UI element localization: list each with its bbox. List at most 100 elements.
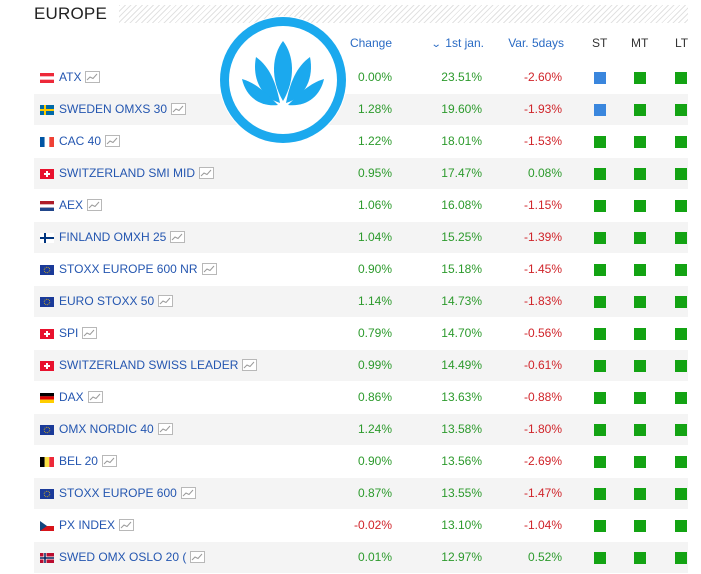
change-value: 1.22% xyxy=(357,134,392,148)
var-5days-value: 0.52% xyxy=(527,550,562,564)
index-name-link[interactable]: AEX xyxy=(59,198,103,212)
index-name-link[interactable]: SWITZERLAND SMI MID xyxy=(59,166,215,180)
sweden-flag-icon xyxy=(40,104,54,115)
mini-chart-icon[interactable] xyxy=(82,327,98,339)
mini-chart-icon[interactable] xyxy=(157,423,173,435)
st-signal-indicator xyxy=(594,328,606,340)
eu-flag-icon xyxy=(40,424,54,435)
mini-chart-icon[interactable] xyxy=(170,231,186,243)
lt-signal-indicator xyxy=(675,232,687,244)
table-row[interactable]: SPI 0.79% 14.70% -0.56% xyxy=(34,318,688,350)
table-row[interactable]: STOXX EUROPE 600 0.87% 13.55% -1.47% xyxy=(34,478,688,510)
index-name-link[interactable]: OMX NORDIC 40 xyxy=(59,422,173,436)
index-name-label: SPI xyxy=(59,326,79,340)
mini-chart-icon[interactable] xyxy=(85,71,101,83)
mini-chart-icon[interactable] xyxy=(119,519,135,531)
table-row[interactable]: FINLAND OMXH 25 1.04% 15.25% -1.39% xyxy=(34,222,688,254)
table-row[interactable]: CAC 40 1.22% 18.01% -1.53% xyxy=(34,126,688,158)
table-row[interactable]: BEL 20 0.90% 13.56% -2.69% xyxy=(34,446,688,478)
mini-chart-icon[interactable] xyxy=(87,391,103,403)
index-name-link[interactable]: SWED OMX OSLO 20 ( xyxy=(59,550,206,564)
index-name-link[interactable]: EURO STOXX 50 xyxy=(59,294,174,308)
index-name-link[interactable]: STOXX EUROPE 600 NR xyxy=(59,262,217,276)
table-row[interactable]: SWITZERLAND SMI MID 0.95% 17.47% 0.08% xyxy=(34,158,688,190)
index-name-link[interactable]: FINLAND OMXH 25 xyxy=(59,230,186,244)
st-signal-indicator xyxy=(594,392,606,404)
column-header-change[interactable]: Change xyxy=(349,36,392,50)
table-row[interactable]: OMX NORDIC 40 1.24% 13.58% -1.80% xyxy=(34,414,688,446)
st-signal-indicator xyxy=(594,360,606,372)
index-name-label: EURO STOXX 50 xyxy=(59,294,155,308)
first-jan-value: 15.18% xyxy=(441,262,482,276)
norway-flag-icon xyxy=(40,552,54,563)
table-row[interactable]: AEX 1.06% 16.08% -1.15% xyxy=(34,190,688,222)
st-signal-indicator xyxy=(594,520,606,532)
mt-signal-indicator xyxy=(634,104,646,116)
var-5days-value: -0.61% xyxy=(523,358,562,372)
st-signal-indicator xyxy=(594,168,606,180)
table-row[interactable]: STOXX EUROPE 600 NR 0.90% 15.18% -1.45% xyxy=(34,254,688,286)
index-name-label: SWITZERLAND SMI MID xyxy=(59,166,196,180)
index-name-link[interactable]: CAC 40 xyxy=(59,134,121,148)
index-name-label: FINLAND OMXH 25 xyxy=(59,230,167,244)
mini-chart-icon[interactable] xyxy=(101,455,117,467)
austria-flag-icon xyxy=(40,72,54,83)
st-signal-indicator xyxy=(594,72,606,84)
eu-flag-icon xyxy=(40,296,54,307)
mini-chart-icon[interactable] xyxy=(190,551,206,563)
mini-chart-icon[interactable] xyxy=(201,263,217,275)
index-name-label: CAC 40 xyxy=(59,134,102,148)
column-header-lt: LT xyxy=(675,36,689,50)
index-name-link[interactable]: ATX xyxy=(59,70,101,84)
table-row[interactable]: PX INDEX -0.02% 13.10% -1.04% xyxy=(34,510,688,542)
column-header-1st-jan[interactable]: ⌄ 1st jan. xyxy=(431,36,484,50)
change-value: 1.04% xyxy=(357,230,392,244)
table-row[interactable]: EURO STOXX 50 1.14% 14.73% -1.83% xyxy=(34,286,688,318)
lotus-logo-badge xyxy=(220,17,346,143)
first-jan-value: 14.73% xyxy=(441,294,482,308)
lt-signal-indicator xyxy=(675,200,687,212)
table-row[interactable]: SWEDEN OMXS 30 1.28% 19.60% -1.93% xyxy=(34,94,688,126)
mini-chart-icon[interactable] xyxy=(171,103,187,115)
index-name-link[interactable]: DAX xyxy=(59,390,103,404)
table-row[interactable]: SWITZERLAND SWISS LEADER 0.99% 14.49% -0.61… xyxy=(34,350,688,382)
mini-chart-icon[interactable] xyxy=(199,167,215,179)
first-jan-value: 23.51% xyxy=(441,70,482,84)
index-name-link[interactable]: PX INDEX xyxy=(59,518,135,532)
change-value: 0.79% xyxy=(357,326,392,340)
column-header-var-5days[interactable]: Var. 5days xyxy=(508,36,564,50)
change-value: 1.28% xyxy=(357,102,392,116)
index-name-link[interactable]: STOXX EUROPE 600 xyxy=(59,486,196,500)
index-name-link[interactable]: BEL 20 xyxy=(59,454,117,468)
mini-chart-icon[interactable] xyxy=(242,359,258,371)
index-name-label: DAX xyxy=(59,390,84,404)
mini-chart-icon[interactable] xyxy=(180,487,196,499)
var-5days-value: -0.56% xyxy=(523,326,562,340)
var-5days-value: -1.04% xyxy=(523,518,562,532)
first-jan-value: 12.97% xyxy=(441,550,482,564)
index-name-link[interactable]: SPI xyxy=(59,326,98,340)
lt-signal-indicator xyxy=(675,488,687,500)
table-header: Change ⌄ 1st jan. Var. 5days ST MT LT xyxy=(34,32,701,56)
lt-signal-indicator xyxy=(675,168,687,180)
change-value: 0.01% xyxy=(357,550,392,564)
header-hatch-divider xyxy=(119,5,688,23)
var-5days-value: -2.69% xyxy=(523,454,562,468)
table-row[interactable]: SWED OMX OSLO 20 ( 0.01% 12.97% 0.52% xyxy=(34,542,688,574)
st-signal-indicator xyxy=(594,424,606,436)
mt-signal-indicator xyxy=(634,488,646,500)
index-name-label: PX INDEX xyxy=(59,518,116,532)
index-name-label: STOXX EUROPE 600 xyxy=(59,486,177,500)
region-header: EUROPE xyxy=(34,4,688,24)
index-name-label: OMX NORDIC 40 xyxy=(59,422,154,436)
index-name-link[interactable]: SWITZERLAND SWISS LEADER xyxy=(59,358,258,372)
lt-signal-indicator xyxy=(675,552,687,564)
first-jan-value: 15.25% xyxy=(441,230,482,244)
table-row[interactable]: DAX 0.86% 13.63% -0.88% xyxy=(34,382,688,414)
mini-chart-icon[interactable] xyxy=(158,295,174,307)
lt-signal-indicator xyxy=(675,104,687,116)
mini-chart-icon[interactable] xyxy=(105,135,121,147)
mini-chart-icon[interactable] xyxy=(87,199,103,211)
index-name-link[interactable]: SWEDEN OMXS 30 xyxy=(59,102,187,116)
table-row[interactable]: ATX 0.00% 23.51% -2.60% xyxy=(34,62,688,94)
